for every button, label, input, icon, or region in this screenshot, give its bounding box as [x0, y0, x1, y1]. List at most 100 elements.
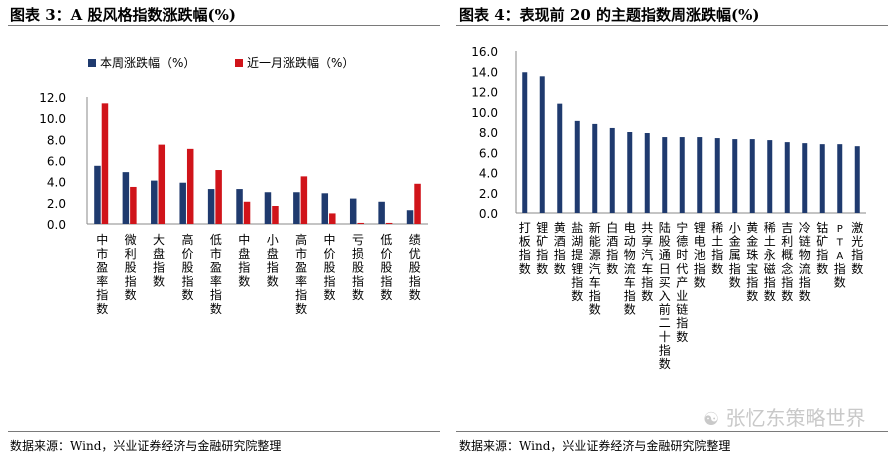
category-label-char: 中: [324, 232, 336, 247]
category-label-char: 物: [799, 248, 811, 262]
category-label-char: 冷: [799, 221, 811, 235]
category-label-char: 数: [746, 288, 758, 303]
category-label-char: 小: [267, 233, 279, 247]
category-label-char: 盈: [210, 261, 222, 275]
bar-weekly: [207, 189, 215, 224]
category-label-char: 指: [589, 288, 601, 303]
category-label-char: 德: [676, 234, 688, 249]
category-label-char: 数: [324, 287, 336, 302]
category-label-char: P: [837, 224, 843, 235]
bar-weekly: [784, 142, 790, 213]
category-label-char: 指: [554, 247, 566, 262]
category-label-char: 光: [851, 235, 863, 249]
y-tick-label: 0.0: [479, 207, 498, 221]
category-label-char: 稀: [711, 221, 723, 235]
left-source-note: 数据来源：Wind，兴业证券经济与金融研究院整理: [10, 439, 282, 453]
category-label-char: 钴: [816, 220, 828, 235]
legend-swatch-monthly: [235, 59, 243, 67]
legend-label-weekly: 本周涨跌幅（%）: [100, 55, 195, 70]
left-title-rule: [8, 25, 440, 26]
category-label-char: 业: [676, 289, 688, 303]
category-label-char: 锂: [694, 220, 706, 235]
bar-weekly: [557, 103, 563, 213]
bar-weekly: [321, 193, 329, 224]
category-label-char: 数: [554, 261, 566, 276]
category-label-char: 率: [96, 273, 108, 288]
category-label-char: 高: [181, 232, 193, 247]
y-tick-label: 4.0: [47, 176, 66, 190]
category-label-char: 入: [659, 289, 671, 303]
category-label-char: 土: [764, 235, 776, 249]
category-label-char: 指: [125, 273, 137, 288]
category-label-char: 流: [624, 262, 636, 276]
category-label-char: 电: [624, 221, 636, 235]
category-label-char: 盘: [153, 246, 165, 261]
category-label-char: 数: [799, 288, 811, 303]
bar-weekly: [837, 144, 843, 213]
category-label-char: 价: [324, 247, 336, 261]
legend-label-monthly: 近一月涨跌幅（%）: [247, 55, 354, 70]
category-label-char: 陆: [659, 220, 671, 235]
bar-weekly: [522, 72, 528, 213]
category-label-char: 指: [295, 287, 307, 302]
category-label-char: 市: [96, 246, 108, 261]
category-label-char: 股: [181, 261, 193, 275]
category-label-char: 数: [125, 287, 137, 302]
bar-monthly: [243, 201, 251, 224]
category-label-char: 数: [834, 274, 846, 289]
category-label-char: 盈: [295, 261, 307, 275]
category-label-char: 链: [676, 302, 688, 317]
category-label-char: 指: [210, 287, 222, 302]
category-label-char: 亏: [352, 233, 364, 247]
watermark-text: 张忆东策略世界: [725, 406, 866, 430]
category-label-char: 永: [764, 248, 776, 262]
category-label-char: 价: [380, 247, 392, 261]
y-tick-label: 6.0: [479, 146, 498, 160]
category-label-char: 损: [352, 247, 364, 261]
bar-weekly: [236, 189, 243, 224]
y-tick-label: 6.0: [47, 155, 66, 169]
wechat-icon: ☯: [703, 409, 720, 430]
category-label-char: 湖: [571, 234, 583, 249]
bar-weekly: [94, 165, 101, 224]
category-label-char: 指: [676, 315, 688, 330]
y-tick-label: 2.0: [479, 187, 498, 201]
category-label-char: 念: [781, 261, 793, 276]
category-label-char: T: [836, 238, 844, 249]
category-label-char: 利: [125, 247, 137, 261]
bar-weekly: [644, 133, 650, 213]
category-label-char: 指: [181, 273, 193, 288]
category-label-char: 数: [210, 301, 222, 316]
category-label-char: 数: [851, 261, 863, 276]
category-label-char: 绩: [409, 233, 421, 247]
category-label-char: 指: [641, 274, 653, 289]
category-label-char: 数: [711, 261, 723, 276]
category-label-char: 宁: [676, 220, 688, 235]
bar-weekly: [854, 146, 860, 213]
category-label-char: 指: [238, 260, 250, 275]
category-label-char: 利: [781, 235, 793, 249]
category-label-char: 低: [380, 233, 392, 247]
bar-weekly: [539, 76, 545, 213]
category-label-char: 车: [589, 274, 601, 289]
bar-weekly: [714, 138, 720, 213]
bar-weekly: [627, 132, 633, 213]
category-label-char: 黄: [746, 221, 758, 235]
bar-monthly: [300, 176, 308, 224]
category-label-char: 产: [676, 275, 688, 289]
bar-weekly: [122, 172, 130, 224]
category-label-char: 数: [409, 287, 421, 302]
category-label-char: 金: [729, 234, 741, 249]
category-label-char: 代: [676, 262, 688, 276]
